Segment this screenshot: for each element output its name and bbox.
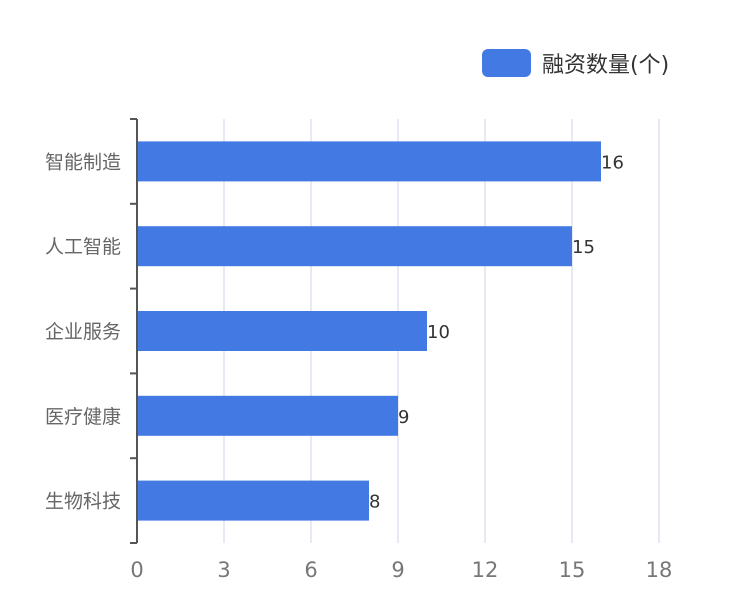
legend-label: 融资数量(个) bbox=[542, 53, 670, 78]
bar bbox=[137, 226, 572, 267]
x-tick-label: 6 bbox=[304, 558, 317, 582]
bar bbox=[137, 395, 398, 436]
data-label: 10 bbox=[427, 322, 450, 343]
x-tick-label: 3 bbox=[217, 558, 230, 582]
x-tick-label: 18 bbox=[646, 558, 673, 582]
labels: 0 3 6 9 12 15 18 智能制造 16 人工智能 15 企业服务 10 医疗健康 9 生物科技 8 bbox=[45, 151, 672, 582]
bars bbox=[137, 141, 601, 521]
data-label: 8 bbox=[369, 492, 380, 513]
category-label: 人工智能 bbox=[45, 236, 121, 258]
bar bbox=[137, 311, 427, 351]
data-label: 9 bbox=[398, 407, 409, 428]
category-label: 医疗健康 bbox=[45, 406, 121, 428]
legend[interactable]: 融资数量(个) bbox=[482, 47, 669, 79]
data-label: 15 bbox=[572, 237, 595, 258]
category-label: 智能制造 bbox=[45, 151, 121, 173]
data-label: 16 bbox=[601, 152, 624, 173]
legend-swatch bbox=[482, 49, 531, 77]
category-label: 企业服务 bbox=[45, 321, 121, 343]
bar bbox=[137, 480, 369, 521]
category-label: 生物科技 bbox=[45, 491, 121, 513]
x-tick-label: 0 bbox=[130, 558, 143, 582]
x-tick-label: 15 bbox=[559, 558, 586, 582]
x-tick-label: 9 bbox=[391, 558, 404, 582]
axes bbox=[130, 118, 138, 544]
x-tick-label: 12 bbox=[472, 558, 499, 582]
bar bbox=[137, 141, 601, 182]
